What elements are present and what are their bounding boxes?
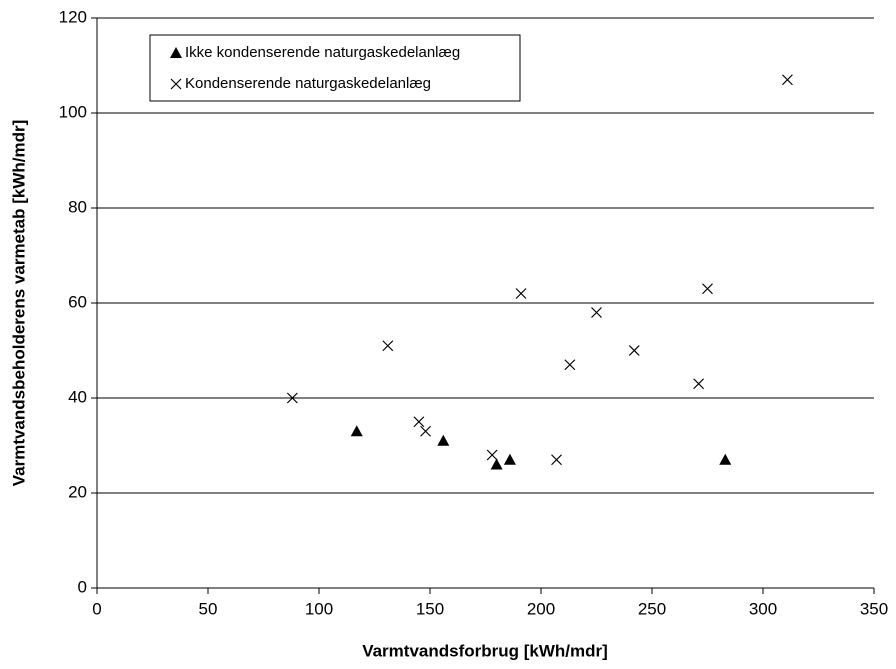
y-tick-label: 20 bbox=[68, 482, 87, 501]
x-tick-label: 350 bbox=[860, 599, 888, 618]
legend-box bbox=[149, 34, 521, 102]
point bbox=[702, 283, 713, 295]
y-tick-label: 100 bbox=[59, 102, 87, 121]
point bbox=[591, 307, 602, 318]
point bbox=[693, 378, 705, 390]
legend-label: Kondenserende naturgaskedelanlæg bbox=[185, 75, 431, 92]
point bbox=[286, 392, 298, 404]
x-tick-label: 0 bbox=[92, 599, 101, 618]
point bbox=[515, 288, 527, 299]
point bbox=[503, 453, 516, 465]
point bbox=[551, 454, 562, 466]
point bbox=[719, 453, 732, 465]
y-axis-label: Varmtvandsbeholderens varmetab [kWh/mdr] bbox=[9, 120, 28, 487]
x-axis-label: Varmtvandsforbrug [kWh/mdr] bbox=[362, 641, 608, 660]
x-tick-label: 150 bbox=[416, 599, 444, 618]
point bbox=[437, 434, 450, 446]
point bbox=[564, 359, 576, 371]
legend-marker bbox=[170, 78, 182, 90]
point bbox=[350, 425, 363, 437]
point bbox=[490, 458, 503, 470]
x-tick-label: 300 bbox=[749, 599, 777, 618]
y-tick-label: 60 bbox=[68, 292, 87, 311]
x-tick-label: 200 bbox=[527, 599, 555, 618]
y-tick-label: 0 bbox=[78, 577, 87, 596]
legend-marker bbox=[170, 47, 182, 58]
x-tick-label: 250 bbox=[638, 599, 666, 618]
point bbox=[420, 425, 431, 437]
point bbox=[413, 416, 425, 428]
point bbox=[781, 74, 793, 86]
point bbox=[382, 340, 394, 352]
point bbox=[628, 345, 640, 356]
y-tick-label: 80 bbox=[68, 197, 87, 216]
x-tick-label: 50 bbox=[199, 599, 218, 618]
point bbox=[486, 449, 498, 461]
x-tick-label: 100 bbox=[305, 599, 333, 618]
y-tick-label: 120 bbox=[59, 7, 87, 26]
y-tick-label: 40 bbox=[68, 387, 87, 406]
legend-label: Ikke kondenserende naturgaskedelanlæg bbox=[185, 44, 460, 61]
